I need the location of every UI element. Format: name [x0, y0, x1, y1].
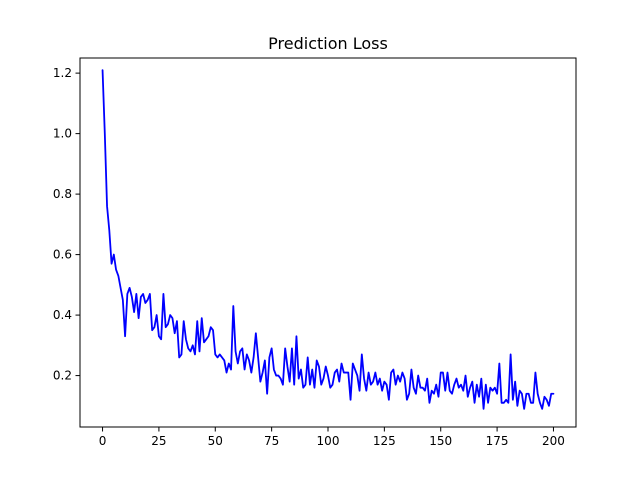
x-axis-ticks: 0 25 50 75 100 125 150 175 200 — [99, 427, 565, 448]
x-tick-label: 100 — [317, 434, 340, 448]
plot-area-frame — [79, 57, 577, 428]
y-tick-label: 0.8 — [53, 187, 72, 201]
loss-series-line — [101, 69, 555, 410]
x-tick-label: 150 — [429, 434, 452, 448]
x-tick-label: 200 — [542, 434, 565, 448]
y-tick-label: 0.4 — [53, 308, 72, 322]
x-tick-label: 50 — [208, 434, 223, 448]
x-tick-label: 0 — [99, 434, 107, 448]
y-axis-ticks: 0.2 0.4 0.6 0.8 1.0 1.2 — [53, 66, 80, 383]
x-tick-label: 125 — [373, 434, 396, 448]
y-tick-label: 0.6 — [53, 248, 72, 262]
y-tick-label: 1.0 — [53, 127, 72, 141]
y-tick-label: 0.2 — [53, 369, 72, 383]
x-tick-label: 175 — [486, 434, 509, 448]
chart-title: Prediction Loss — [268, 34, 388, 53]
x-tick-label: 25 — [151, 434, 166, 448]
x-tick-label: 75 — [264, 434, 279, 448]
y-tick-label: 1.2 — [53, 66, 72, 80]
